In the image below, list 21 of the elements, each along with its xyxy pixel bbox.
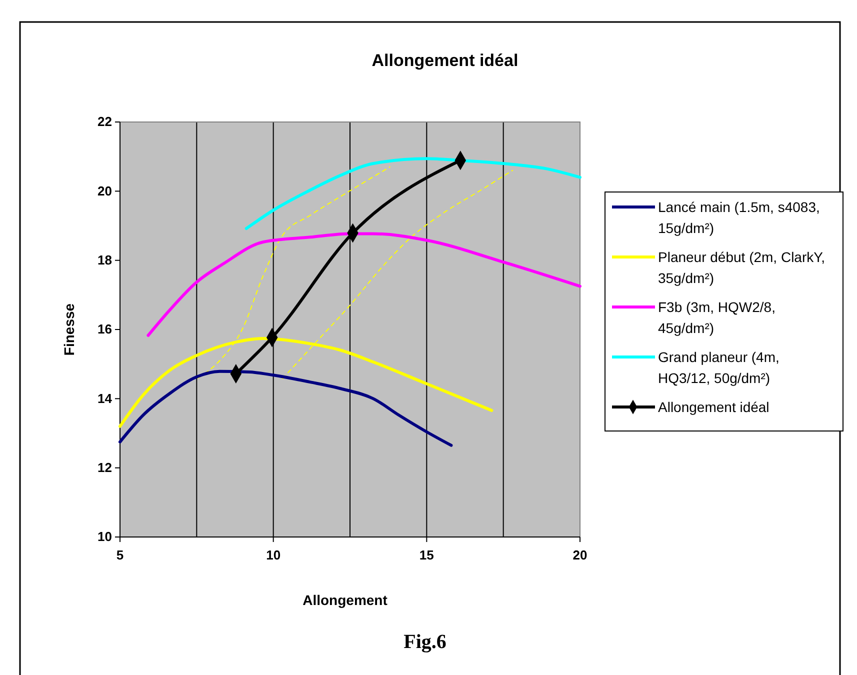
line-series: [118, 370, 453, 447]
x-axis-title: Allongement: [302, 592, 388, 608]
x-tick-label: 10: [266, 547, 281, 562]
x-tick-label: 15: [419, 547, 434, 562]
y-tick-label: 22: [98, 114, 112, 130]
legend-label: Grand planeur (4m, HQ3/12, 50g/dm²): [658, 349, 780, 386]
y-tick-label: 12: [98, 460, 112, 475]
y-tick-label: 14: [98, 390, 113, 406]
y-tick-label: 16: [98, 322, 112, 337]
caption: Fig.6: [404, 631, 446, 653]
y-tick-label: 20: [98, 183, 112, 198]
legend-label: Lancé main (1.5m, s4083, 15g/dm²): [658, 199, 820, 236]
chart-title: Allongement idéal: [372, 51, 518, 70]
legend-label: F3b (3m, HQW2/8, 45g/dm²): [658, 299, 776, 336]
legend-label: Allongement idéal: [658, 399, 770, 415]
x-tick-label: 5: [116, 547, 124, 562]
y-axis-title: Finesse: [61, 303, 77, 356]
y-tick-label: 18: [98, 252, 112, 268]
y-tick-label: 10: [98, 529, 112, 544]
legend-label: Planeur début (2m, ClarkY, 35g/dm²): [658, 249, 826, 286]
x-tick-label: 20: [572, 547, 588, 562]
